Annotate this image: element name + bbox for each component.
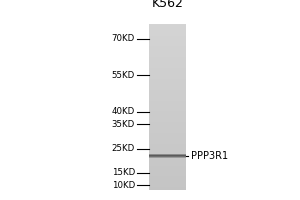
Text: 40KD: 40KD bbox=[112, 107, 135, 116]
Text: K562: K562 bbox=[151, 0, 183, 10]
Text: 35KD: 35KD bbox=[112, 120, 135, 129]
Text: 55KD: 55KD bbox=[112, 71, 135, 80]
Text: 15KD: 15KD bbox=[112, 168, 135, 177]
Text: PPP3R1: PPP3R1 bbox=[190, 151, 228, 161]
Text: 70KD: 70KD bbox=[112, 34, 135, 43]
Text: 10KD: 10KD bbox=[112, 181, 135, 190]
Text: 25KD: 25KD bbox=[112, 144, 135, 153]
